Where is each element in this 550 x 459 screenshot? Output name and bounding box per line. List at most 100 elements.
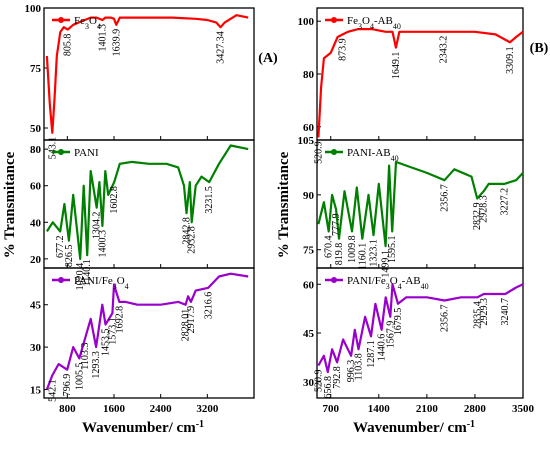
- y-tick-label-1-0-2: 100: [298, 16, 315, 28]
- peak-label-1-1-1: 777.9: [331, 213, 342, 236]
- peak-label-0-2-10: 3216.6: [203, 292, 214, 320]
- legend-label-0-1: PANI: [74, 147, 99, 159]
- legend-label-0-2: PANI/Fe3O4: [74, 275, 129, 291]
- peak-label-1-2-12: 3240.7: [500, 298, 511, 326]
- peak-label-1-0-3: 2343.2: [439, 36, 450, 64]
- peak-label-1-1-0: 670.4: [324, 235, 335, 258]
- y-tick-label-0-0-0: 50: [30, 123, 42, 135]
- peak-label-1-1-7: 1595.1: [387, 235, 398, 263]
- peak-label-1-1-2: 819.8: [334, 243, 345, 266]
- legend-label-0-0: Fe3O4: [74, 15, 101, 31]
- y-tick-label-1-2-1: 45: [303, 328, 315, 340]
- series-line-0-0: [45, 14, 249, 134]
- peak-label-1-0-2: 1649.1: [391, 52, 402, 80]
- peak-label-1-0-1: 873.9: [338, 38, 349, 61]
- y-tick-label-0-1-2: 60: [30, 181, 42, 193]
- series-line-1-0: [317, 28, 524, 138]
- peak-label-1-1-4: 1160.1: [357, 243, 368, 270]
- peak-label-1-2-6: 1440.6: [377, 334, 388, 362]
- plot-frame-1-0: [316, 7, 524, 141]
- peak-label-0-1-5: 1400.3: [97, 230, 108, 258]
- legend-marker-1-2: [331, 277, 337, 283]
- peak-label-0-2-9: 2917.9: [186, 306, 197, 334]
- series-line-0-1: [45, 144, 249, 260]
- series-line-0-2: [45, 272, 249, 390]
- peak-label-0-1-0: 677.2: [55, 235, 66, 258]
- legend-marker-0-2: [58, 277, 64, 283]
- peak-label-0-1-9: 3231.5: [204, 186, 215, 214]
- x-tick-label-0-3: 3200: [196, 403, 219, 415]
- y-tick-label-0-0-2: 100: [25, 3, 42, 15]
- y-tick-label-0-2-2: 45: [30, 300, 42, 312]
- peak-label-1-1-11: 3227.2: [499, 188, 510, 216]
- peak-label-1-2-5: 1287.1: [366, 340, 377, 368]
- peak-label-1-1-9: 2832.9: [472, 203, 483, 231]
- peak-label-1-2-3: 996.3: [346, 360, 357, 383]
- peak-label-1-1-3: 1009.8: [347, 235, 358, 263]
- y-tick-label-1-0-1: 80: [303, 69, 315, 81]
- peak-label-1-2-0: 520.9: [313, 370, 324, 393]
- y-tick-label-1-1-2: 105: [298, 135, 315, 147]
- peak-label-1-2-8: 1679.5: [393, 308, 404, 336]
- peak-label-1-1-6: 1499.1: [381, 250, 392, 277]
- series-line-1-1: [317, 160, 524, 248]
- panel-label-0: (A): [258, 51, 278, 66]
- peak-label-1-1-8: 2356.7: [439, 184, 450, 212]
- y-tick-label-0-2-1: 30: [30, 342, 42, 354]
- legend-marker-0-0: [58, 17, 64, 23]
- peak-label-0-2-7: 1692.8: [114, 306, 125, 334]
- y-tick-label-1-1-1: 90: [303, 190, 315, 202]
- peak-label-1-0-0: 520.9: [313, 141, 324, 164]
- plot-frame-0-2: [43, 267, 255, 399]
- peak-label-0-1-3: 1140.1: [82, 259, 93, 286]
- x-tick-label-0-0: 800: [59, 403, 76, 415]
- peak-label-1-0-4: 3309.1: [505, 46, 516, 74]
- peak-label-1-1-10: 2928.3: [479, 195, 490, 223]
- peak-label-1-1-5: 1323.1: [369, 239, 380, 266]
- x-tick-label-1-2: 2100: [416, 403, 439, 415]
- peak-label-0-1-4: 1304.2: [92, 212, 103, 240]
- peak-label-0-1-8: 2932.8: [187, 226, 198, 254]
- y-axis-title-1: % Transmitance: [276, 151, 292, 258]
- peak-label-0-1-7: 2842.8: [181, 217, 192, 245]
- y-tick-label-0-0-1: 75: [30, 63, 42, 75]
- peak-label-1-2-10: 2835.4: [472, 301, 483, 329]
- peak-label-0-2-0: 542.1: [47, 379, 58, 402]
- peak-label-0-0-4: 3427.34: [216, 31, 227, 64]
- x-tick-label-1-0: 700: [322, 403, 339, 415]
- y-tick-label-1-0-0: 60: [303, 122, 315, 134]
- peak-label-0-2-8: 2828.01: [181, 309, 192, 342]
- y-tick-label-1-1-0: 75: [303, 245, 315, 257]
- y-tick-label-1-2-0: 30: [303, 377, 315, 389]
- x-axis-title-1: Wavenumber/ cm-1: [353, 419, 475, 437]
- y-tick-label-0-1-0: 20: [30, 254, 42, 266]
- peak-label-0-0-0: 543.1: [47, 137, 58, 160]
- plot-frame-0-0: [43, 7, 255, 141]
- series-line-1-2: [317, 283, 524, 374]
- y-axis-title-0: % Transmitance: [2, 151, 18, 258]
- peak-label-0-2-1: 796.9: [62, 374, 73, 397]
- y-tick-label-0-1-3: 80: [30, 144, 42, 156]
- x-tick-label-0-2: 2400: [150, 403, 173, 415]
- x-tick-label-1-4: 3500: [512, 403, 535, 415]
- peak-label-1-2-4: 1103.8: [353, 353, 364, 380]
- x-tick-label-1-1: 1400: [368, 403, 391, 415]
- legend-label-1-0: Fe3O4-AB40: [347, 15, 401, 31]
- peak-label-0-1-2: 1020.4: [75, 263, 86, 291]
- peak-label-0-2-5: 1453.5: [100, 329, 111, 357]
- y-tick-label-1-2-2: 60: [303, 279, 315, 291]
- y-tick-label-0-2-0: 15: [30, 385, 42, 397]
- peak-label-0-0-3: 1639.9: [111, 29, 122, 57]
- peak-label-0-1-6: 1602.8: [109, 186, 120, 214]
- legend-marker-1-0: [331, 17, 337, 23]
- x-tick-label-0-1: 1600: [103, 403, 126, 415]
- x-tick-label-1-3: 2800: [464, 403, 487, 415]
- peak-label-1-2-9: 2356.7: [439, 305, 450, 333]
- peak-label-0-1-1: 826.5: [64, 245, 75, 267]
- peak-label-0-2-4: 1293.3: [91, 351, 102, 379]
- peak-label-0-2-3: 1103.3: [80, 343, 91, 370]
- peak-label-0-2-6: 1573.1: [107, 317, 118, 345]
- legend-label-1-1: PANI-AB40: [347, 147, 399, 163]
- peak-label-0-2-2: 1005.5: [74, 362, 85, 390]
- peak-label-1-2-7: 1567.9: [385, 321, 396, 349]
